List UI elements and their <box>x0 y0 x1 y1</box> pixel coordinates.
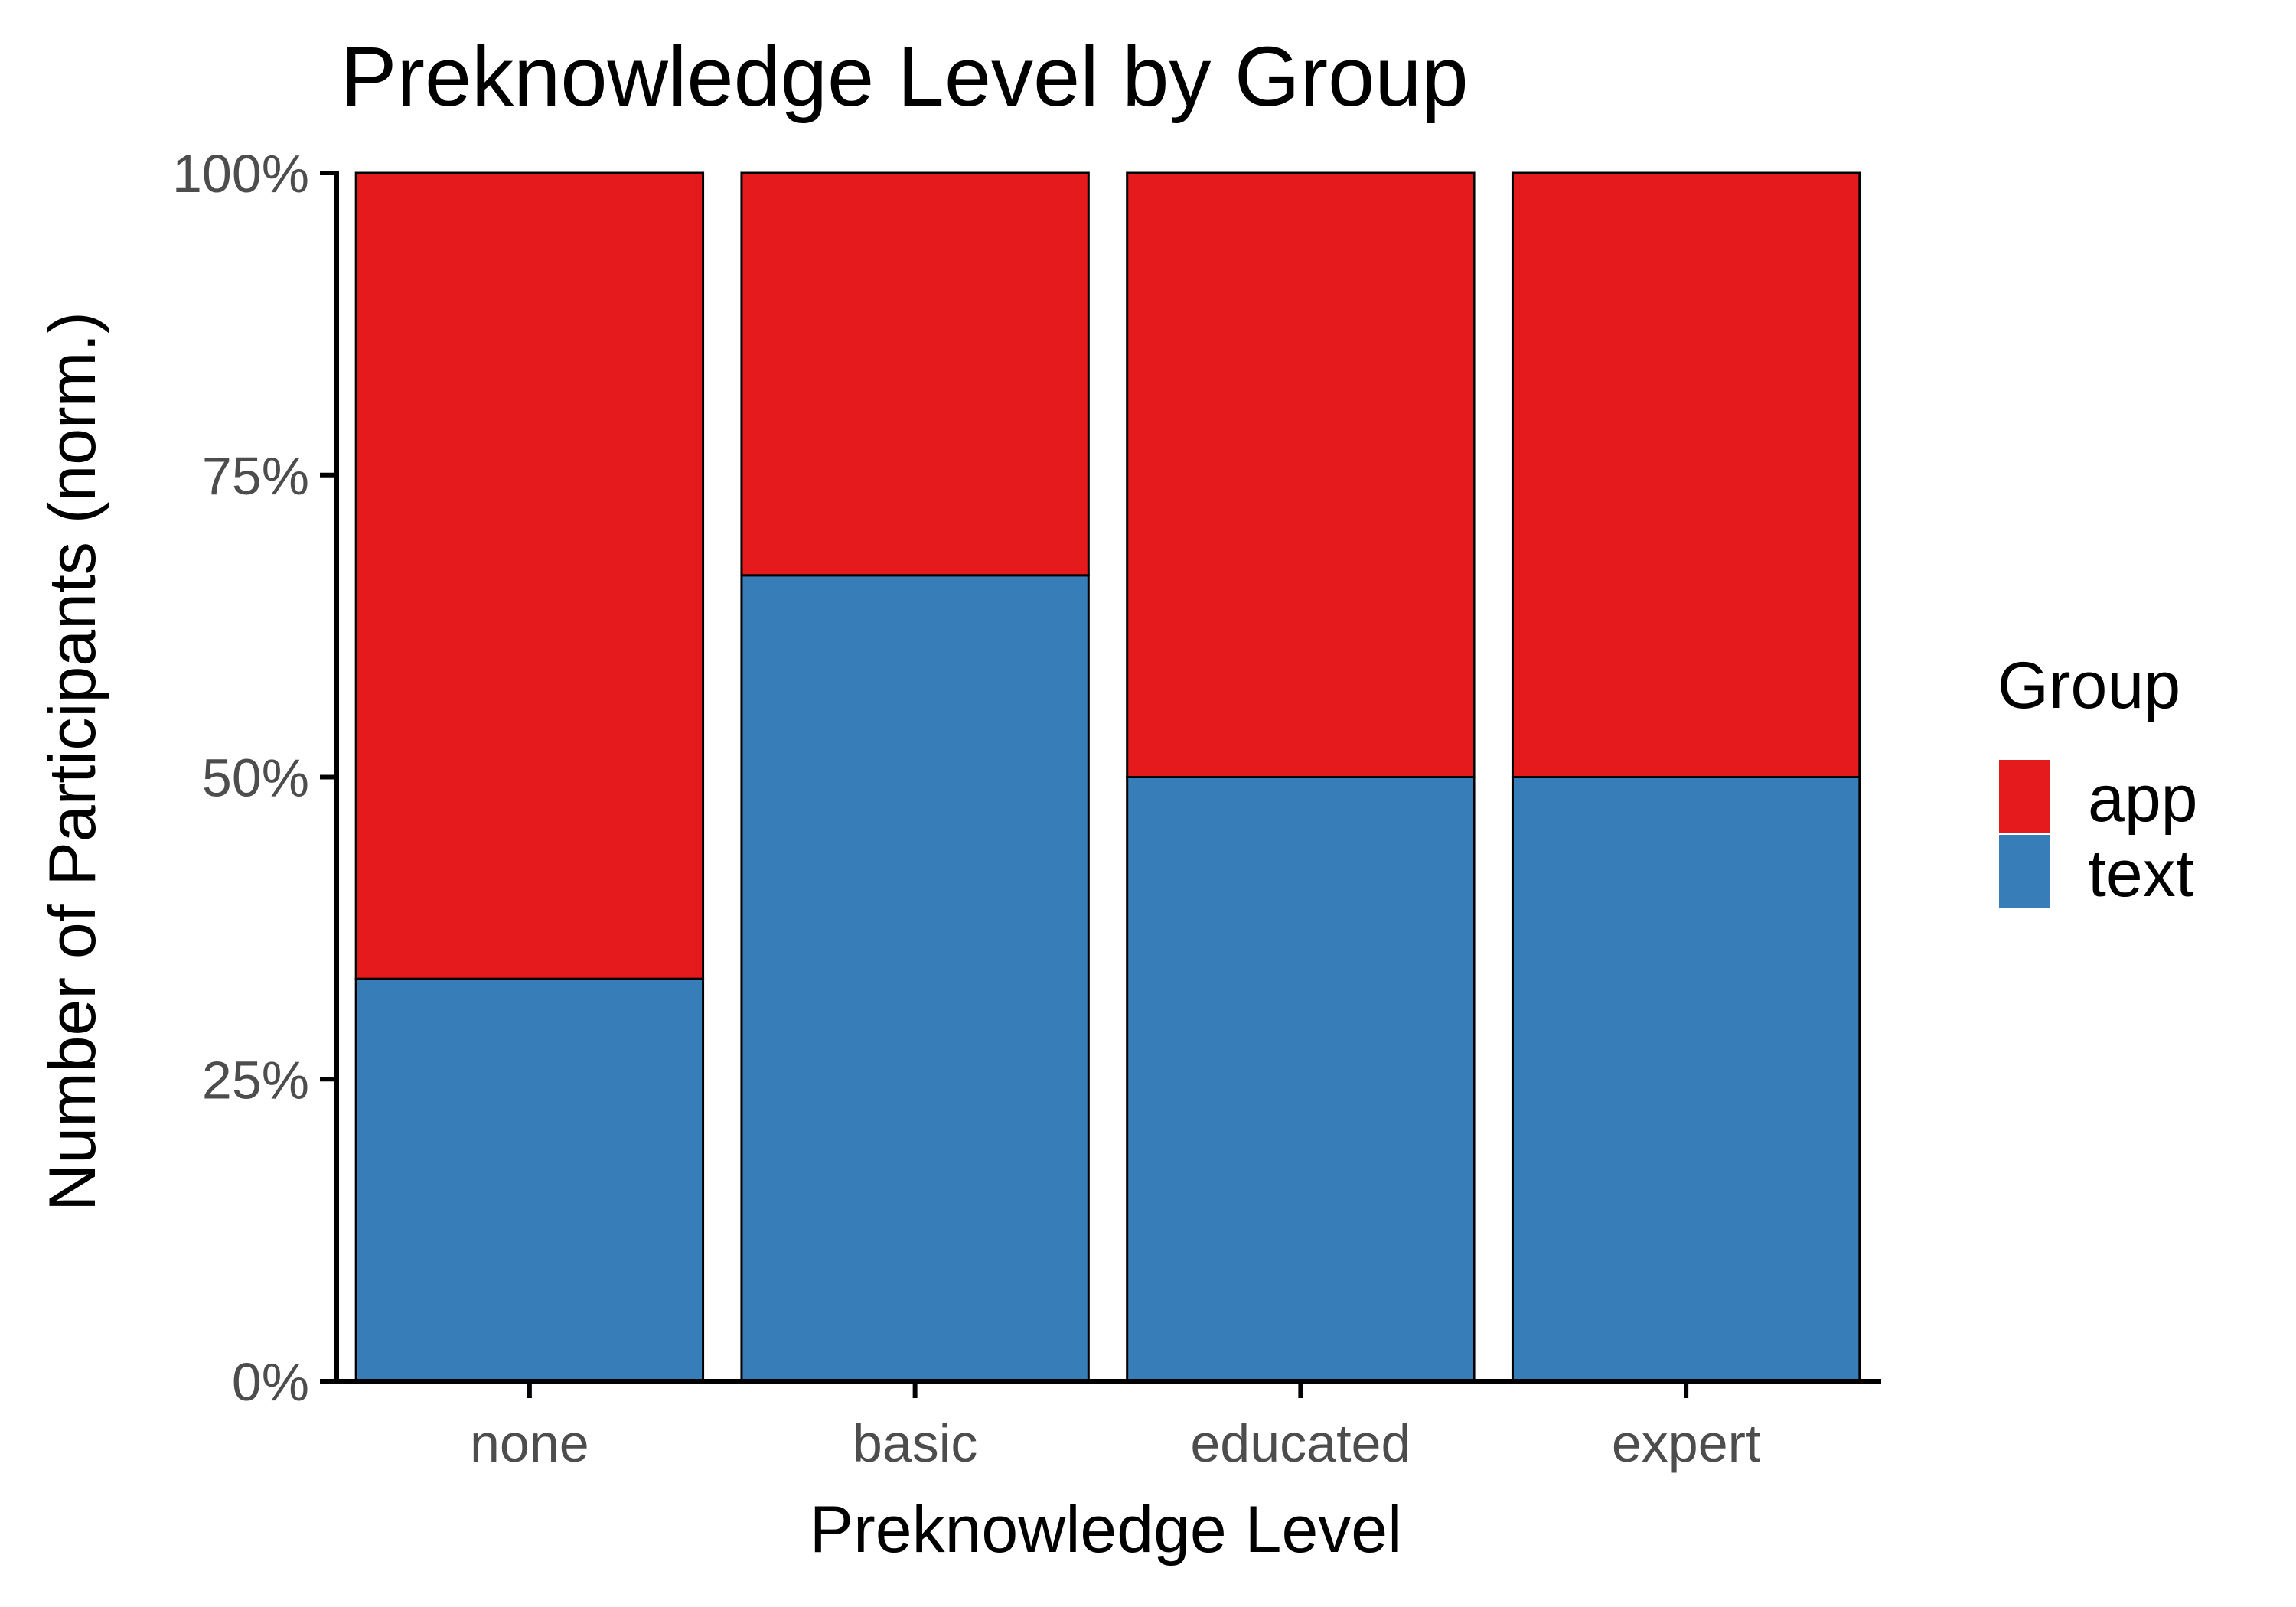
y-tick-label: 75% <box>202 446 309 506</box>
y-tick-label: 50% <box>202 748 309 808</box>
bar-basic-app <box>740 171 1090 577</box>
legend-key-app <box>1999 760 2050 833</box>
bar-educated-text <box>1126 776 1476 1383</box>
axes: 0% 25% 50% 75% 100% none basic educated expert <box>172 144 1881 1473</box>
bar-basic-text <box>740 574 1090 1383</box>
legend-title: Group <box>1998 649 2180 722</box>
chart-title: Preknowledge Level by Group <box>341 30 1469 124</box>
bar-expert-app <box>1511 171 1861 778</box>
y-axis-title: Number of Participants (norm.) <box>36 311 109 1211</box>
legend-label-text: text <box>2088 837 2194 911</box>
y-tick-label: 0% <box>232 1352 309 1412</box>
x-tick-label-basic: basic <box>853 1413 977 1473</box>
bar-educated-app <box>1126 171 1476 778</box>
x-tick-label-none: none <box>470 1413 589 1473</box>
bar-none-app <box>354 171 705 980</box>
bar-none-text <box>354 977 705 1383</box>
legend-key-text <box>1999 835 2050 908</box>
legend-label-app: app <box>2088 762 2198 836</box>
y-tick-label: 100% <box>172 144 309 204</box>
bar-expert-text <box>1511 776 1861 1383</box>
x-axis-title: Preknowledge Level <box>810 1493 1403 1566</box>
plot-area <box>354 171 1861 1383</box>
x-tick-label-educated: educated <box>1190 1413 1411 1473</box>
y-tick-label: 25% <box>202 1050 309 1110</box>
x-tick-label-expert: expert <box>1612 1413 1761 1473</box>
